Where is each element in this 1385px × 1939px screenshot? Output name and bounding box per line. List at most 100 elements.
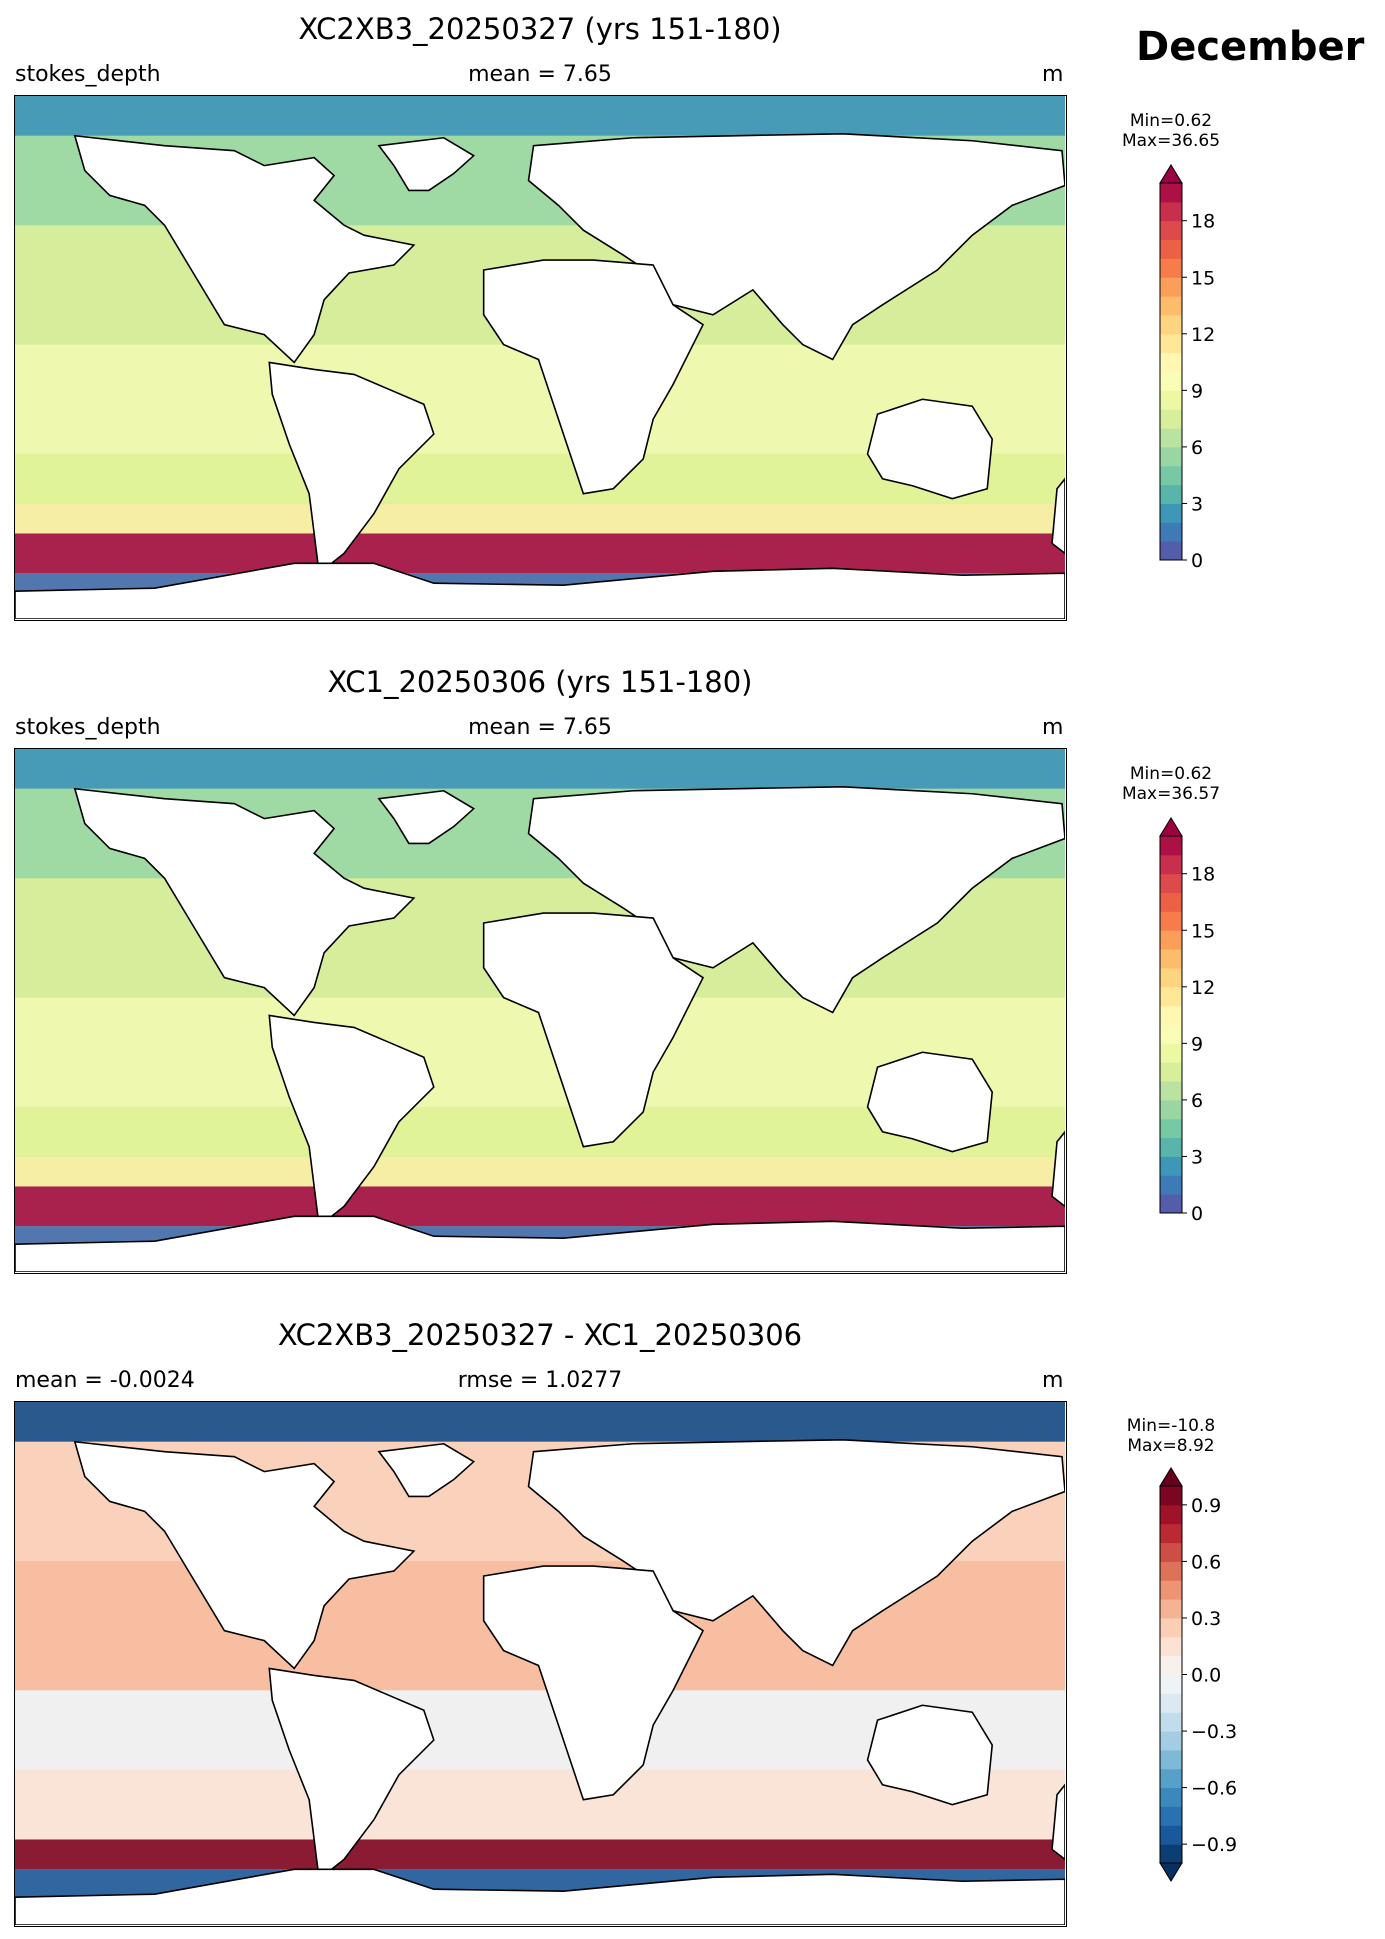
colorbar-tick-label: −0.6: [1191, 1778, 1237, 1800]
continent-outline: [482, 1565, 705, 1801]
min-label: Min=-10.8: [1126, 1416, 1216, 1436]
colorbar-tick-label: 0.6: [1191, 1551, 1221, 1573]
colorbar-segment: [1160, 1712, 1182, 1732]
continent-outline: [1051, 1783, 1065, 1861]
colorbar-segment: [1160, 1175, 1182, 1195]
colorbar-segment: [1160, 201, 1182, 222]
map-canvas: [15, 749, 1065, 1272]
continent-outline: [482, 912, 705, 1148]
colorbar-segment: [1160, 371, 1182, 391]
ocean-field-band: [15, 1186, 1065, 1227]
continent-outline: [866, 1704, 994, 1806]
panel-units-label: m: [1042, 62, 1064, 87]
max-label: Max=36.57: [1121, 784, 1221, 804]
colorbar-tick-label: 9: [1191, 1033, 1203, 1055]
colorbar-tick-label: 18: [1191, 864, 1215, 886]
colorbar-segment: [1160, 522, 1182, 542]
colorbar-segment: [1160, 1542, 1182, 1562]
colorbar-tick-label: 0: [1191, 1203, 1203, 1225]
colorbar-segment: [1160, 1118, 1182, 1139]
colorbar-segment: [1160, 1731, 1182, 1751]
map-plot: [14, 1401, 1067, 1927]
colorbar-segment: [1160, 967, 1182, 988]
continent-outline: [15, 1868, 1065, 1925]
panel-mean-label: mean = -0.0024: [15, 1368, 195, 1393]
continent-outline: [15, 562, 1065, 619]
colorbar-segment: [1160, 1693, 1182, 1713]
colorbar-segment: [1160, 1504, 1182, 1525]
colorbar-segment: [1160, 409, 1182, 429]
colorbar: 0 3 6 9 12 15 18: [1159, 817, 1280, 1225]
panel-units-label: m: [1042, 1368, 1064, 1393]
colorbar-segment: [1160, 465, 1182, 486]
colorbar-segment: [1160, 1081, 1182, 1101]
ocean-field-band: [15, 96, 1065, 136]
continent-outline: [73, 787, 416, 1017]
month-label: December: [1136, 24, 1365, 70]
colorbar-segment: [1160, 1099, 1182, 1120]
colorbar-segment: [1160, 1580, 1182, 1600]
continent-outline: [73, 134, 416, 364]
colorbar-segment: [1160, 1523, 1182, 1544]
colorbar-tick-label: 6: [1191, 1090, 1203, 1112]
colorbar-tick-label: 3: [1191, 493, 1203, 515]
colorbar-tick-label: 6: [1191, 437, 1203, 459]
max-label: Max=8.92: [1127, 1436, 1215, 1456]
colorbar-segment: [1160, 892, 1182, 912]
colorbar-tick-label: 0.3: [1191, 1608, 1221, 1630]
colorbar-segment: [1160, 277, 1182, 297]
continent-outline: [377, 1442, 476, 1498]
colorbar-segment: [1160, 352, 1182, 372]
colorbar-segment: [1160, 930, 1182, 950]
min-label: Min=0.62: [1129, 764, 1213, 784]
colorbar-tick-label: 0.9: [1191, 1495, 1221, 1517]
colorbar-segment: [1160, 220, 1182, 241]
colorbar-tick-label: 3: [1191, 1146, 1203, 1168]
colorbar-segment: [1160, 183, 1182, 203]
colorbar-tick-label: 12: [1191, 977, 1215, 999]
colorbar-extend-max: [1159, 164, 1183, 184]
colorbar-segment: [1160, 333, 1182, 354]
panel-units-label: m: [1042, 715, 1064, 740]
colorbar-segment: [1160, 1024, 1182, 1044]
continent-outline: [268, 1014, 435, 1228]
colorbar-segment: [1160, 1768, 1182, 1789]
colorbar-segment: [1160, 1844, 1182, 1864]
colorbar-segment: [1160, 314, 1182, 335]
continent-outline: [866, 398, 994, 500]
colorbar-segment: [1160, 1636, 1182, 1657]
ocean-field-band: [15, 749, 1065, 789]
colorbar-segment: [1160, 390, 1182, 410]
ocean-field-band: [15, 1156, 1065, 1187]
colorbar-segment: [1160, 1787, 1182, 1807]
panel-title: XC2XB3_20250327 - XC1_20250306: [277, 1318, 803, 1352]
map-plot: [14, 95, 1067, 621]
colorbar-segment: [1160, 296, 1182, 316]
colorbar-tick-label: 12: [1191, 324, 1215, 346]
continent-outline: [1051, 1130, 1065, 1208]
colorbar-segment: [1160, 1749, 1182, 1770]
panel-title: XC1_20250306 (yrs 151-180): [327, 665, 753, 699]
colorbar-segment: [1160, 1486, 1182, 1506]
colorbar-segment: [1160, 1617, 1182, 1638]
continent-outline: [73, 1440, 416, 1670]
panel-rmse-label: rmse = 1.0277: [457, 1368, 623, 1393]
min-label: Min=0.62: [1129, 111, 1213, 131]
colorbar-segment: [1160, 239, 1182, 259]
colorbar-segment: [1160, 484, 1182, 504]
colorbar-segment: [1160, 1156, 1182, 1176]
panel-variable-label: stokes_depth: [15, 715, 161, 740]
continent-outline: [527, 132, 1065, 361]
colorbar-extend-max: [1159, 817, 1183, 837]
ocean-field-band: [15, 533, 1065, 574]
continent-outline: [527, 1438, 1065, 1667]
panel-variable-label: stokes_depth: [15, 62, 161, 87]
panel-mean-label: mean = 7.65: [468, 62, 612, 87]
panel-mean-label: mean = 7.65: [468, 715, 612, 740]
colorbar-segment: [1160, 911, 1182, 931]
colorbar: −0.9 −0.6 −0.3 0.0 0.3 0.6 0.9: [1159, 1467, 1280, 1882]
continent-outline: [482, 259, 705, 495]
colorbar-segment: [1160, 854, 1182, 875]
colorbar-tick-label: 9: [1191, 380, 1203, 402]
colorbar-segment: [1160, 446, 1182, 467]
